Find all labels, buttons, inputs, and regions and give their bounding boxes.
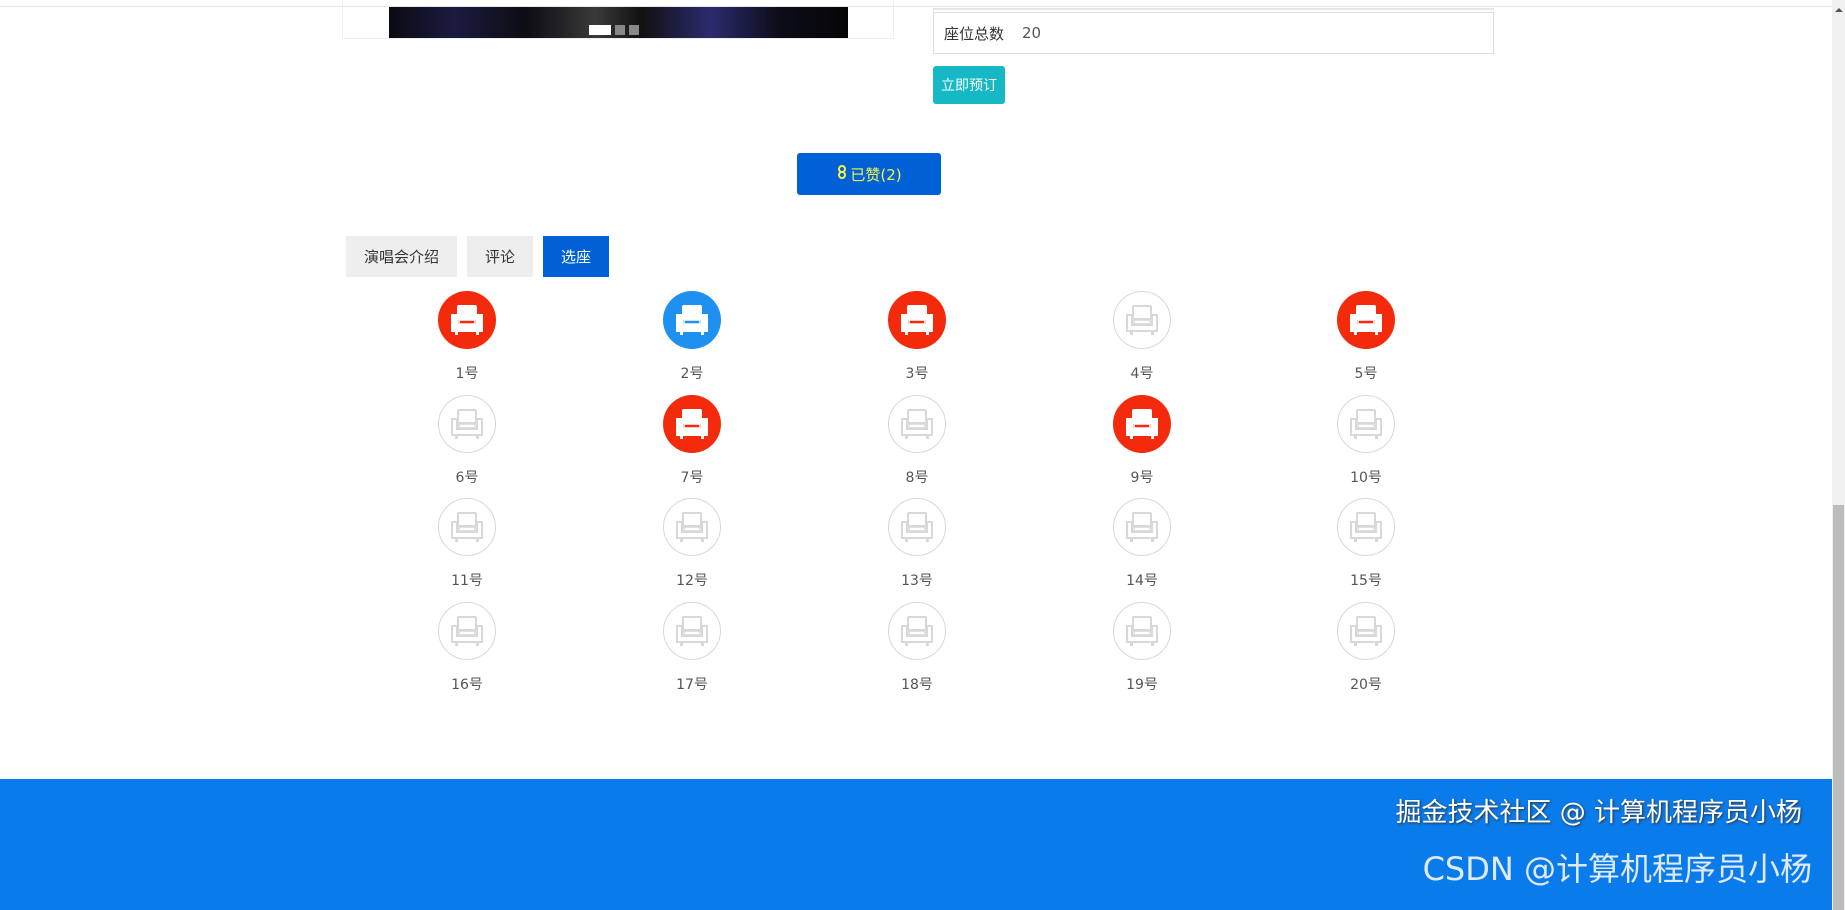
seat-1[interactable]: 1号 [407, 291, 527, 383]
thumbs-up-icon [836, 165, 848, 183]
armchair-icon[interactable] [663, 395, 721, 453]
seat-3[interactable]: 3号 [857, 291, 977, 383]
footer: 掘金技术社区 @ 计算机程序员小杨 CSDN @计算机程序员小杨 [0, 779, 1832, 910]
like-button[interactable]: 已赞(2) [797, 153, 941, 195]
seat-9[interactable]: 9号 [1082, 395, 1202, 487]
seat-10[interactable]: 10号 [1306, 395, 1426, 487]
seat-number: 15号 [1350, 573, 1382, 589]
seat-number: 7号 [680, 470, 704, 486]
seat-20[interactable]: 20号 [1306, 602, 1426, 694]
armchair-icon[interactable] [888, 291, 946, 349]
seat-number: 1号 [455, 366, 479, 382]
seat-number: 13号 [901, 573, 933, 589]
seat-16[interactable]: 16号 [407, 602, 527, 694]
tab-comments[interactable]: 评论 [467, 236, 534, 277]
seat-number: 16号 [451, 677, 483, 693]
armchair-icon[interactable] [1337, 291, 1395, 349]
seat-13[interactable]: 13号 [857, 498, 977, 590]
armchair-icon[interactable] [1113, 602, 1171, 660]
seat-18[interactable]: 18号 [857, 602, 977, 694]
armchair-icon[interactable] [663, 291, 721, 349]
seat-2[interactable]: 2号 [632, 291, 752, 383]
seat-11[interactable]: 11号 [407, 498, 527, 590]
seats-total-label: 座位总数 [944, 24, 1005, 43]
seat-15[interactable]: 15号 [1306, 498, 1426, 590]
scroll-up-icon[interactable] [1835, 8, 1843, 12]
seat-number: 9号 [1130, 470, 1154, 486]
seat-number: 20号 [1350, 677, 1382, 693]
seat-number: 19号 [1126, 677, 1158, 693]
divider [933, 8, 1494, 10]
armchair-icon[interactable] [438, 291, 496, 349]
top-border [0, 0, 1832, 7]
seat-8[interactable]: 8号 [857, 395, 977, 487]
armchair-icon[interactable] [1113, 291, 1171, 349]
seat-19[interactable]: 19号 [1082, 602, 1202, 694]
like-label: 已赞(2) [850, 165, 902, 184]
image-gallery [342, 0, 894, 39]
armchair-icon[interactable] [1337, 498, 1395, 556]
watermark-juejin: 掘金技术社区 @ 计算机程序员小杨 [1395, 798, 1802, 828]
armchair-icon[interactable] [663, 602, 721, 660]
seats-total-row: 座位总数 20 [933, 12, 1494, 54]
watermark-csdn: CSDN @计算机程序员小杨 [1422, 850, 1812, 888]
seat-4[interactable]: 4号 [1082, 291, 1202, 383]
seat-17[interactable]: 17号 [632, 602, 752, 694]
carousel-dot-1[interactable] [589, 25, 611, 35]
seat-number: 5号 [1354, 366, 1378, 382]
seat-12[interactable]: 12号 [632, 498, 752, 590]
seat-number: 17号 [676, 677, 708, 693]
seat-5[interactable]: 5号 [1306, 291, 1426, 383]
armchair-icon[interactable] [1113, 395, 1171, 453]
seat-number: 4号 [1130, 366, 1154, 382]
seat-number: 2号 [680, 366, 704, 382]
armchair-icon[interactable] [888, 498, 946, 556]
scrollbar[interactable] [1832, 0, 1845, 910]
armchair-icon[interactable] [1337, 395, 1395, 453]
armchair-icon[interactable] [663, 498, 721, 556]
seat-7[interactable]: 7号 [632, 395, 752, 487]
seat-number: 12号 [676, 573, 708, 589]
armchair-icon[interactable] [888, 395, 946, 453]
armchair-icon[interactable] [438, 498, 496, 556]
seat-number: 18号 [901, 677, 933, 693]
seat-number: 11号 [451, 573, 483, 589]
armchair-icon[interactable] [438, 602, 496, 660]
armchair-icon[interactable] [888, 602, 946, 660]
concert-photo [389, 7, 848, 38]
tab-concert-intro[interactable]: 演唱会介绍 [346, 236, 458, 277]
seat-14[interactable]: 14号 [1082, 498, 1202, 590]
carousel-dot-3[interactable] [629, 25, 639, 35]
seat-number: 8号 [905, 470, 929, 486]
seat-number: 3号 [905, 366, 929, 382]
seat-number: 14号 [1126, 573, 1158, 589]
seat-number: 10号 [1350, 470, 1382, 486]
carousel-dot-2[interactable] [615, 25, 625, 35]
detail-tabs: 演唱会介绍 评论 选座 [346, 236, 610, 277]
seat-number: 6号 [455, 470, 479, 486]
scrollbar-thumb[interactable] [1833, 505, 1844, 910]
armchair-icon[interactable] [1337, 602, 1395, 660]
book-now-button[interactable]: 立即预订 [933, 66, 1005, 104]
seats-total-value: 20 [1022, 24, 1042, 42]
carousel-indicators [589, 25, 639, 35]
tab-seat-selection[interactable]: 选座 [543, 236, 610, 277]
armchair-icon[interactable] [1113, 498, 1171, 556]
seat-6[interactable]: 6号 [407, 395, 527, 487]
armchair-icon[interactable] [438, 395, 496, 453]
